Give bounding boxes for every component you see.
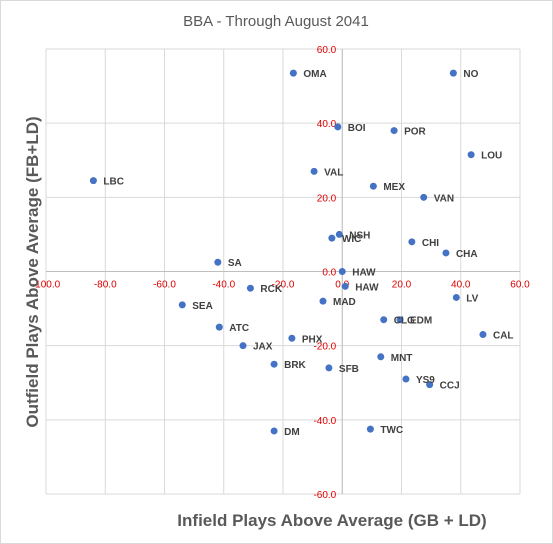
x-tick-label: 40.0: [451, 280, 471, 291]
point-label: BOI: [348, 123, 366, 134]
point-label: EDM: [410, 316, 432, 327]
data-point: [334, 123, 342, 131]
data-point: [270, 360, 278, 368]
x-tick-label: -20.0: [272, 280, 295, 291]
x-tick-label: 20.0: [392, 280, 412, 291]
data-point: [341, 282, 349, 290]
point-label: WIC: [342, 234, 361, 245]
data-point: [319, 297, 327, 305]
data-point: [426, 381, 434, 389]
data-point: [479, 331, 487, 339]
x-tick-label: 60.0: [510, 280, 530, 291]
point-label: CLG: [394, 316, 415, 327]
data-point: [335, 230, 343, 238]
data-point: [239, 342, 247, 350]
point-label: OMA: [303, 69, 326, 80]
point-label: YS9: [416, 375, 435, 386]
data-point: [390, 127, 398, 135]
data-point: [442, 249, 450, 257]
point-label: RCK: [260, 284, 282, 295]
data-point: [246, 284, 254, 292]
point-label: ATC: [229, 323, 249, 334]
data-point: [402, 375, 410, 383]
data-point: [366, 425, 374, 433]
data-point: [408, 238, 416, 246]
x-tick-label: -80.0: [94, 280, 117, 291]
point-label: HAW: [355, 282, 379, 293]
data-point: [328, 234, 336, 242]
point-label: POR: [404, 127, 426, 138]
y-tick-label: 60.0: [317, 45, 337, 56]
y-tick-label: -60.0: [313, 490, 336, 501]
x-tick-label: -60.0: [153, 280, 176, 291]
y-tick-label: 20.0: [317, 193, 337, 204]
point-label: LV: [466, 293, 478, 304]
data-point: [396, 316, 404, 324]
data-point: [270, 427, 278, 435]
point-label: SFB: [339, 364, 359, 375]
point-label: MEX: [383, 182, 405, 193]
data-point: [178, 301, 186, 309]
point-label: DM: [284, 427, 300, 438]
data-point: [89, 177, 97, 185]
point-label: NO: [463, 69, 478, 80]
point-label: SEA: [192, 301, 213, 312]
y-tick-label: -20.0: [313, 342, 336, 353]
data-point: [369, 182, 377, 190]
point-label: LOU: [481, 151, 502, 162]
y-tick-label: 40.0: [317, 119, 337, 130]
tick-labels: -100.0 -80.0 -60.0 -40.0 -20.0 0.0 20.0 40.0 60.…: [32, 45, 530, 501]
point-label: BRK: [284, 360, 306, 371]
point-label: TWC: [380, 425, 403, 436]
y-axis-title: Outfield Plays Above Average (FB+LD): [23, 116, 42, 427]
data-point: [338, 268, 346, 275]
data-point: [420, 193, 428, 201]
point-label: MAD: [333, 297, 356, 308]
data-point: [310, 167, 318, 175]
x-tick-label: -100.0: [32, 280, 61, 291]
data-point: [380, 316, 388, 324]
point-label: CHA: [456, 249, 478, 260]
data-points: [89, 69, 487, 435]
point-label: VAN: [434, 193, 454, 204]
y-tick-label: 0.0: [322, 268, 336, 279]
point-label: SA: [228, 258, 242, 269]
point-label: LBC: [103, 177, 124, 188]
y-tick-label: -40.0: [313, 416, 336, 427]
point-label: CHI: [422, 238, 439, 249]
data-point: [377, 353, 385, 361]
chart-title: BBA - Through August 2041: [183, 13, 369, 30]
x-tick-label: -40.0: [212, 280, 235, 291]
point-label: JAX: [253, 342, 273, 353]
data-point: [289, 69, 297, 77]
data-point: [325, 364, 333, 372]
data-point: [214, 258, 222, 266]
data-point: [288, 334, 296, 342]
data-point: [452, 293, 460, 301]
point-label: NSH: [349, 230, 370, 241]
point-label: HAW: [352, 268, 376, 279]
data-point: [467, 151, 475, 159]
x-axis-title: Infield Plays Above Average (GB + LD): [177, 511, 486, 530]
data-point: [215, 323, 223, 331]
point-label: CAL: [493, 331, 514, 342]
point-label: PHX: [302, 334, 323, 345]
point-label: VAL: [324, 167, 343, 178]
point-label: MNT: [391, 353, 413, 364]
data-point: [449, 69, 457, 77]
point-label: CCJ: [440, 381, 460, 392]
